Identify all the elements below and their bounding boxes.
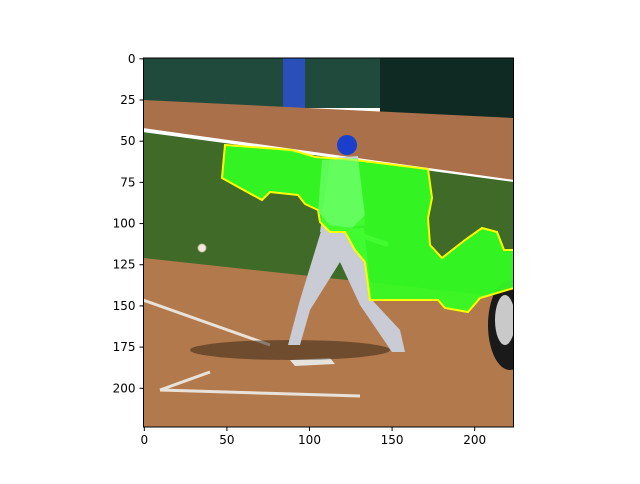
chalk-line: [143, 298, 271, 347]
y-axis: 0 25 50 75 100 125 150 175 200: [113, 52, 144, 395]
background-shadow: [380, 58, 514, 118]
x-tick-label: 50: [219, 433, 234, 447]
y-tick-label: 150: [113, 299, 136, 313]
x-axis: 0 50 100 150 200: [141, 427, 486, 447]
y-tick-label: 100: [113, 217, 136, 231]
axes-frame: [143, 57, 514, 428]
y-tick-label: 50: [120, 134, 135, 148]
dugout-blue-figure: [283, 58, 305, 108]
chalk-line: [159, 388, 361, 398]
batter-legs: [288, 228, 405, 352]
baseball: [197, 243, 207, 253]
y-tick-label: 200: [113, 381, 136, 395]
x-tick-label: 0: [141, 433, 149, 447]
helmet: [337, 135, 357, 155]
overlay-batter-highlight: [318, 158, 365, 228]
chalk-line: [159, 370, 211, 392]
baseball-photo: [143, 58, 514, 427]
y-tick-label: 125: [113, 258, 136, 272]
x-tick-label: 200: [463, 433, 486, 447]
y-tick-label: 175: [113, 340, 136, 354]
catcher-pads: [495, 295, 514, 345]
y-tick-label: 0: [128, 52, 136, 66]
batter-shadow: [190, 340, 390, 360]
y-tick-label: 75: [120, 175, 135, 189]
home-plate: [290, 358, 335, 366]
warning-track: [143, 100, 514, 180]
segmentation-overlay: [220, 143, 514, 314]
x-tick-label: 150: [381, 433, 404, 447]
x-tick-label: 100: [298, 433, 321, 447]
y-tick-label: 25: [120, 93, 135, 107]
